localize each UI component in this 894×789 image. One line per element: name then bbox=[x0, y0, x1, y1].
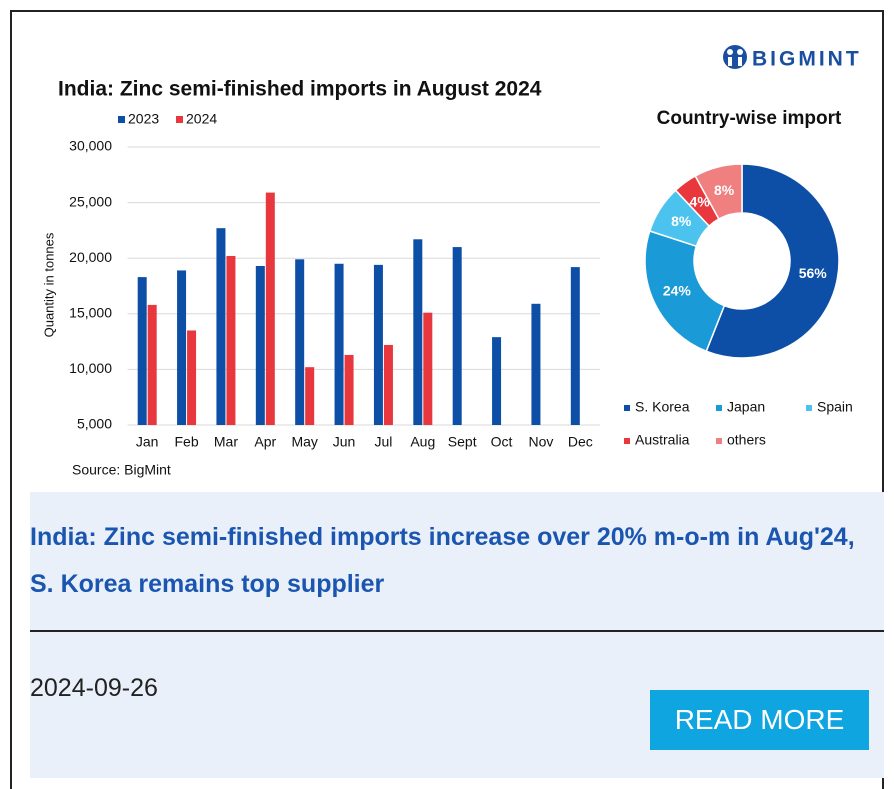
slice-label: 24% bbox=[663, 282, 692, 298]
read-more-button[interactable]: READ MORE bbox=[650, 690, 869, 750]
y-tick-label: 10,000 bbox=[69, 360, 112, 376]
bar bbox=[383, 344, 393, 425]
y-tick-label: 25,000 bbox=[69, 193, 112, 209]
date: 2024-09-26 bbox=[30, 674, 158, 702]
bar bbox=[255, 265, 265, 425]
bar bbox=[452, 247, 462, 425]
legend-swatch bbox=[624, 405, 630, 411]
legend-label: S. Korea bbox=[635, 399, 690, 415]
article-panel: India: Zinc semi-finished imports increa… bbox=[30, 492, 884, 778]
legend-label: 2024 bbox=[186, 111, 217, 127]
x-tick-label: Dec bbox=[568, 434, 593, 450]
divider bbox=[30, 630, 884, 632]
pie-slice bbox=[644, 230, 726, 353]
pie-title: Country-wise import bbox=[657, 108, 842, 129]
x-tick-label: Jan bbox=[136, 434, 159, 450]
bar bbox=[187, 330, 197, 425]
bar bbox=[334, 263, 344, 425]
y-tick-label: 30,000 bbox=[69, 138, 112, 154]
headline[interactable]: India: Zinc semi-finished imports increa… bbox=[30, 523, 855, 598]
x-tick-label: Mar bbox=[214, 434, 238, 450]
x-tick-label: Jul bbox=[374, 434, 392, 450]
bar bbox=[265, 192, 275, 425]
bar bbox=[344, 354, 354, 425]
x-tick-label: Feb bbox=[175, 434, 199, 450]
bar bbox=[216, 228, 226, 425]
slice-label: 8% bbox=[671, 213, 692, 229]
slice-label: 4% bbox=[690, 193, 711, 209]
bar-title: India: Zinc semi-finished imports in Aug… bbox=[58, 78, 542, 101]
bar bbox=[177, 270, 187, 425]
x-tick-label: Sept bbox=[448, 434, 477, 450]
frame bbox=[10, 10, 884, 789]
bar bbox=[147, 304, 157, 425]
bar bbox=[226, 255, 236, 425]
legend-swatch bbox=[716, 438, 722, 444]
x-tick-label: Nov bbox=[528, 434, 553, 450]
legend-swatch bbox=[806, 405, 812, 411]
bar bbox=[492, 337, 502, 425]
legend-label: Spain bbox=[817, 399, 853, 415]
bar bbox=[305, 367, 315, 425]
legend-label: others bbox=[727, 432, 766, 448]
legend-label: Japan bbox=[727, 399, 765, 415]
x-tick-label: Oct bbox=[491, 434, 513, 450]
charts: BIGMINT India: Zinc semi-finished import… bbox=[41, 45, 862, 478]
bar bbox=[373, 264, 383, 425]
bar bbox=[295, 259, 305, 425]
bar bbox=[413, 239, 423, 425]
slice-label: 56% bbox=[799, 265, 828, 281]
pie-slice bbox=[705, 163, 840, 359]
slice-label: 8% bbox=[714, 182, 735, 198]
legend-swatch bbox=[624, 438, 630, 444]
x-tick-label: Jun bbox=[333, 434, 356, 450]
y-tick-label: 20,000 bbox=[69, 249, 112, 265]
legend-label: Australia bbox=[635, 432, 690, 448]
bar bbox=[137, 277, 147, 425]
legend-swatch bbox=[176, 116, 183, 123]
brand-logo bbox=[723, 45, 747, 69]
brand: BIGMINT bbox=[752, 48, 862, 71]
pie-slice bbox=[694, 163, 743, 220]
legend-swatch bbox=[716, 405, 722, 411]
legend-label: 2023 bbox=[128, 111, 159, 127]
y-axis-label: Quantity in tonnes bbox=[41, 232, 56, 337]
bar bbox=[423, 312, 433, 425]
x-tick-label: May bbox=[291, 434, 317, 450]
y-tick-label: 15,000 bbox=[69, 305, 112, 321]
source: Source: BigMint bbox=[72, 462, 171, 478]
x-tick-label: Apr bbox=[254, 434, 276, 450]
bar bbox=[531, 303, 541, 425]
y-tick-label: 5,000 bbox=[77, 416, 112, 432]
x-tick-label: Aug bbox=[410, 434, 435, 450]
legend-swatch bbox=[118, 116, 125, 123]
bar bbox=[570, 267, 580, 425]
